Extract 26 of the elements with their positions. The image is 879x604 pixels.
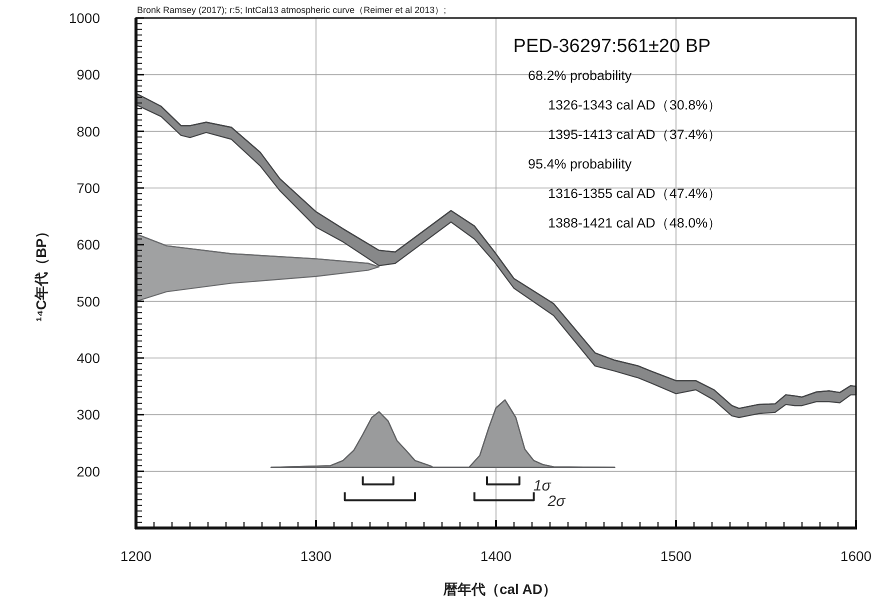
- annotation: 1388-1421 cal AD（48.0%）: [548, 216, 722, 230]
- annotation: 1316-1355 cal AD（47.4%）: [548, 186, 722, 201]
- x-tick-label: 1300: [300, 548, 332, 564]
- annotation: 1395-1413 cal AD（37.4%）: [548, 127, 722, 142]
- y-tick-label: 200: [76, 463, 100, 480]
- series-label: 1σ: [533, 477, 552, 494]
- x-tick-label: 1600: [840, 548, 872, 564]
- y-tick-label: 400: [76, 350, 100, 366]
- y-tick-label: 500: [76, 293, 100, 310]
- y-tick-label: 300: [76, 406, 100, 423]
- x-tick-label: 1200: [120, 548, 152, 564]
- annotation: 95.4% probability: [528, 156, 632, 172]
- y-tick-label: 600: [76, 236, 100, 253]
- series-label: 2σ: [546, 493, 566, 510]
- annotation: 1326-1343 cal AD（30.8%）: [548, 98, 722, 112]
- x-tick-label: 1500: [660, 548, 692, 564]
- y-tick-label: 1000: [68, 10, 100, 26]
- x-tick-label: 1400: [480, 548, 512, 564]
- text: PED-36297:561±20 BP: [513, 36, 711, 57]
- y-axis-title: ¹⁴C年代（BP）: [33, 224, 49, 322]
- annotation: 68.2% probability: [528, 68, 632, 83]
- text: Bronk Ramsey (2017); r:5; IntCal13 atmospheric curve（Reimer et al 2013）;: [137, 5, 446, 15]
- y-tick-label: 800: [76, 123, 100, 140]
- y-tick-label: 900: [76, 66, 100, 83]
- y-tick-label: 700: [76, 180, 100, 196]
- x-axis-title: 暦年代（cal AD）: [442, 581, 557, 597]
